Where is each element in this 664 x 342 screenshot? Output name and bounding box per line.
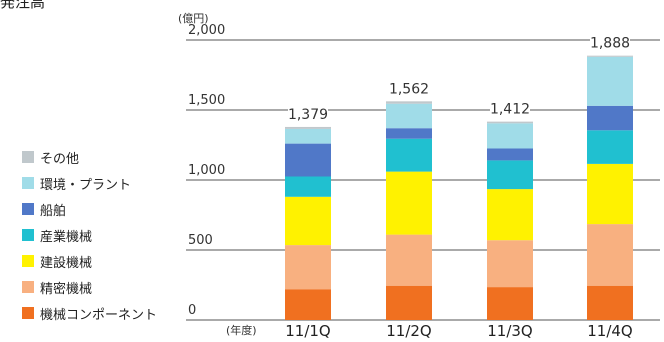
- legend-label: 船舶: [40, 203, 67, 219]
- legend-swatch: [22, 177, 34, 189]
- legend-item: 精密機械: [22, 274, 157, 300]
- bar-segment: [386, 285, 432, 320]
- total-label-backing: [288, 104, 328, 122]
- x-tick-label: 11/4Q: [587, 322, 633, 340]
- total-label-backing: [389, 79, 429, 97]
- legend-item: 機械コンポーネント: [22, 300, 157, 326]
- bar-segment: [285, 128, 331, 144]
- legend-item: 産業機械: [22, 222, 157, 248]
- bar-segment: [587, 130, 633, 164]
- total-label-backing: [490, 99, 530, 117]
- legend-swatch: [22, 307, 34, 319]
- legend-label: 産業機械: [40, 229, 93, 245]
- y-tick-label: 0: [188, 303, 196, 318]
- legend-swatch: [22, 229, 34, 241]
- bar-total-label: 1,562: [389, 81, 429, 97]
- legend-item: 環境・プラント: [22, 170, 157, 196]
- x-tick-label: 11/3Q: [487, 322, 533, 340]
- bars: [285, 55, 633, 320]
- bar-segment: [386, 128, 432, 139]
- bar-total-label: 1,888: [590, 36, 630, 52]
- y-axis-ticks: 0 500 1,000 1,500 2,000: [188, 23, 225, 318]
- y-tick-label: 1,500: [188, 93, 225, 108]
- bar-segment: [285, 126, 331, 129]
- x-axis-prefix-label: (年度): [226, 323, 257, 337]
- y-tick-label: 2,000: [188, 23, 225, 38]
- legend-label: 環境・プラント: [40, 177, 132, 193]
- bar-segment: [487, 160, 533, 190]
- bar-segment: [386, 171, 432, 235]
- bar-segment: [487, 189, 533, 241]
- bar-segment: [386, 101, 432, 104]
- legend-swatch: [22, 151, 34, 163]
- bar-total-label: 1,412: [490, 102, 530, 118]
- legend-swatch: [22, 255, 34, 267]
- bar-segment: [587, 105, 633, 131]
- bar-total-label: 1,379: [288, 107, 328, 123]
- legend-item: その他: [22, 144, 157, 170]
- bar-segment: [487, 240, 533, 288]
- bar-segment: [587, 55, 633, 57]
- total-labels: 1,379 1,562 1,412 1,888: [288, 33, 630, 123]
- x-tick-label: 11/2Q: [386, 322, 432, 340]
- legend-swatch: [22, 203, 34, 215]
- bar-segment: [386, 138, 432, 172]
- bar-segment: [285, 196, 331, 246]
- legend-label: 精密機械: [40, 281, 93, 297]
- y-tick-label: 1,000: [188, 163, 225, 178]
- legend-item: 建設機械: [22, 248, 157, 274]
- x-tick-label: 11/1Q: [285, 322, 331, 340]
- legend-label: その他: [40, 151, 80, 167]
- bar-segment: [587, 224, 633, 286]
- bar-segment: [386, 234, 432, 286]
- bar-segment: [587, 285, 633, 320]
- x-axis-ticks: 11/1Q 11/2Q 11/3Q 11/4Q: [285, 322, 633, 340]
- bar-segment: [587, 163, 633, 225]
- legend-label: 建設機械: [40, 255, 93, 271]
- bar-segment: [285, 289, 331, 320]
- bar-segment: [285, 143, 331, 177]
- bar-segment: [487, 123, 533, 149]
- bar-segment: [386, 103, 432, 129]
- legend-item: 船舶: [22, 196, 157, 222]
- page-title: 発注高: [0, 0, 46, 11]
- legend: その他環境・プラント 船舶産業機械建設機械精密機械機械コンポーネント: [22, 144, 157, 326]
- legend-label: 機械コンポーネント: [40, 307, 158, 323]
- y-tick-label: 500: [188, 233, 213, 248]
- bar-segment: [587, 56, 633, 106]
- y-axis-unit-label: (億円): [178, 12, 209, 25]
- bar-segment: [285, 176, 331, 197]
- bar-segment: [487, 287, 533, 320]
- legend-swatch: [22, 281, 34, 293]
- bar-segment: [487, 148, 533, 161]
- total-label-backing: [590, 33, 630, 51]
- bar-segment: [285, 245, 331, 290]
- bar-segment: [487, 121, 533, 124]
